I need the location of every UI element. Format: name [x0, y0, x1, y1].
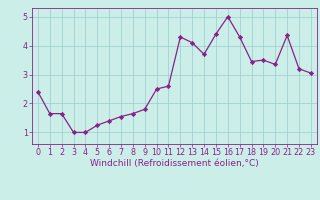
X-axis label: Windchill (Refroidissement éolien,°C): Windchill (Refroidissement éolien,°C) [90, 159, 259, 168]
